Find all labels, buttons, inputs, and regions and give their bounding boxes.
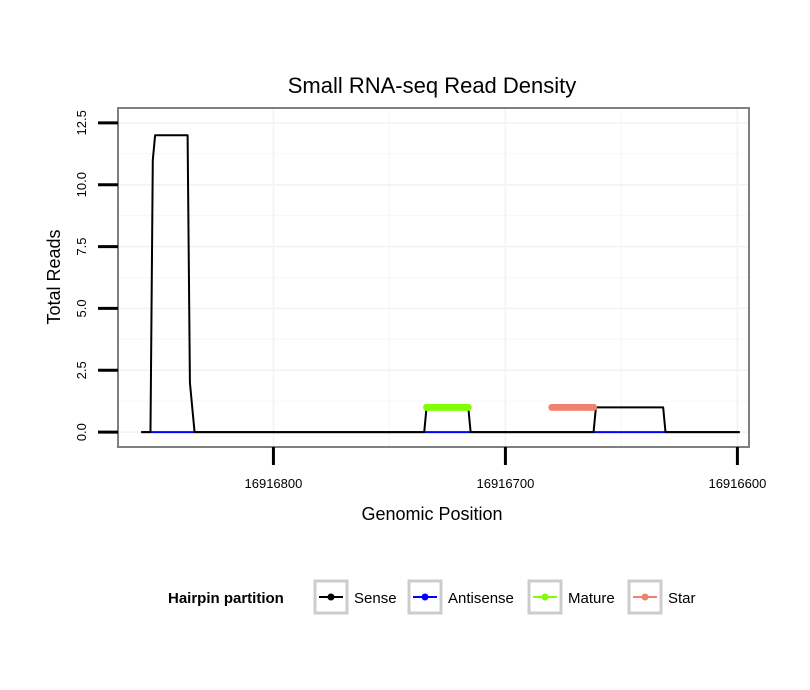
legend-key-point-antisense bbox=[421, 593, 429, 601]
y-tick-label: 7.5 bbox=[74, 238, 89, 256]
y-tick-label: 2.5 bbox=[74, 361, 89, 379]
legend-title: Hairpin partition bbox=[168, 590, 284, 607]
chart-title: Small RNA-seq Read Density bbox=[288, 73, 577, 98]
legend-label-mature: Mature bbox=[568, 590, 615, 607]
legend-key-point-sense bbox=[327, 593, 335, 601]
grid bbox=[118, 108, 749, 447]
legend-key-point-star bbox=[641, 593, 649, 601]
legend-label-sense: Sense bbox=[354, 590, 397, 607]
sense-series-line bbox=[141, 134, 740, 434]
series-layer bbox=[141, 134, 740, 434]
legend-label-star: Star bbox=[668, 590, 696, 607]
x-tick-label: 16916700 bbox=[476, 476, 534, 491]
legend: Hairpin partition Sense Antisense Mature St… bbox=[168, 579, 696, 615]
legend-key-point-mature bbox=[541, 593, 549, 601]
y-tick-label: 5.0 bbox=[74, 299, 89, 317]
legend-label-antisense: Antisense bbox=[448, 590, 514, 607]
x-tick-label: 16916800 bbox=[245, 476, 303, 491]
y-axis-title: Total Reads bbox=[44, 229, 64, 324]
mature-data-point bbox=[464, 403, 472, 411]
star-data-point bbox=[590, 403, 598, 411]
plot-panel-border bbox=[117, 107, 750, 448]
x-tick-label: 16916600 bbox=[708, 476, 766, 491]
y-tick-label: 12.5 bbox=[74, 110, 89, 135]
y-tick-label: 10.0 bbox=[74, 172, 89, 197]
y-axis: 0.0 2.5 5.0 7.5 10.0 12.5 bbox=[74, 110, 118, 441]
y-tick-label: 0.0 bbox=[74, 423, 89, 441]
x-axis: 16916800 16916700 16916600 bbox=[245, 447, 766, 491]
x-axis-title: Genomic Position bbox=[361, 504, 502, 524]
